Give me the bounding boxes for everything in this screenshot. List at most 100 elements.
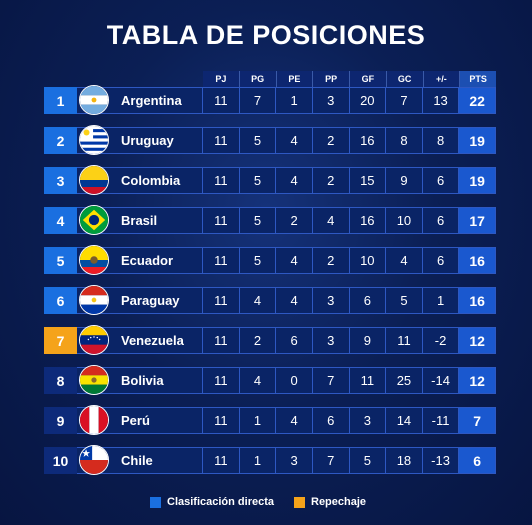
paraguay-flag-icon <box>79 285 109 315</box>
stat-pg: 5 <box>238 248 276 273</box>
column-header-pts: PTS <box>459 71 496 87</box>
team-cell: Paraguay <box>77 285 203 315</box>
team-cell: Bolivia <box>77 365 203 395</box>
stat-gc: 5 <box>385 288 422 313</box>
standings-table: 1 Argentina 11 7 1 3 20 7 13 22 2 Uruguay 11 5 4 2 16 8 8 1… <box>44 85 496 475</box>
stat-pg: 5 <box>238 128 276 153</box>
stat-gc: 25 <box>385 368 422 393</box>
team-cell: Uruguay <box>77 125 203 155</box>
table-row: 6 Paraguay 11 4 4 3 6 5 1 16 <box>44 285 496 315</box>
stat-gc: 11 <box>385 328 422 353</box>
stat-pg: 5 <box>238 208 276 233</box>
stat-gf: 10 <box>348 248 386 273</box>
stat-pe: 4 <box>275 128 312 153</box>
stat-pts: 7 <box>458 408 495 433</box>
stat-pj: 11 <box>214 253 228 268</box>
stat-pts: 12 <box>458 328 495 353</box>
stats-cells: 11 5 4 2 16 8 8 19 <box>203 127 496 154</box>
stat-gc: 8 <box>385 128 422 153</box>
legend-label-repechaje: Repechaje <box>311 496 367 508</box>
stat-pj: 11 <box>214 93 228 108</box>
stat-diff: 1 <box>421 288 459 313</box>
position-badge: 10 <box>44 447 77 474</box>
stat-diff: 6 <box>421 168 459 193</box>
bolivia-flag-icon <box>79 365 109 395</box>
stat-pe: 3 <box>275 448 312 473</box>
team-name: Chile <box>121 453 153 468</box>
position-badge: 8 <box>44 367 77 394</box>
stat-pj: 11 <box>214 293 228 308</box>
stat-diff: 13 <box>421 88 459 113</box>
stats-cells: 11 5 2 4 16 10 6 17 <box>203 207 496 234</box>
stat-pj: 11 <box>214 333 228 348</box>
stat-pj: 11 <box>214 133 228 148</box>
stat-gf: 11 <box>348 368 386 393</box>
legend-swatch-repechaje <box>294 496 305 508</box>
team-cell: Colombia <box>77 165 203 195</box>
table-row: 7 Venezuela 11 2 6 3 9 11 -2 12 <box>44 325 496 355</box>
team-name: Bolivia <box>121 373 164 388</box>
table-row: 2 Uruguay 11 5 4 2 16 8 8 19 <box>44 125 496 155</box>
stat-pe: 4 <box>275 248 312 273</box>
team-cell: Argentina <box>77 85 203 115</box>
stat-diff: -11 <box>421 408 459 433</box>
stat-gf: 20 <box>348 88 386 113</box>
team-cell: Brasil <box>77 205 203 235</box>
stat-pg: 4 <box>238 288 276 313</box>
stat-diff: -14 <box>421 368 459 393</box>
column-header-pj: PJ <box>215 74 227 84</box>
column-header-pe: PE <box>275 71 313 87</box>
table-row: 4 Brasil 11 5 2 4 16 10 6 17 <box>44 205 496 235</box>
stat-pe: 6 <box>275 328 312 353</box>
legend: Clasificación directa Repechaje <box>150 496 366 508</box>
colombia-flag-icon <box>79 165 109 195</box>
stat-diff: 6 <box>421 208 459 233</box>
stat-pts: 22 <box>458 88 495 113</box>
stat-pts: 19 <box>458 128 495 153</box>
team-name: Venezuela <box>121 333 184 348</box>
stat-gc: 18 <box>385 448 422 473</box>
table-row: 5 Ecuador 11 5 4 2 10 4 6 16 <box>44 245 496 275</box>
peru-flag-icon <box>79 405 109 435</box>
stat-gc: 9 <box>385 168 422 193</box>
stat-pg: 4 <box>238 368 276 393</box>
brasil-flag-icon <box>79 205 109 235</box>
position-badge: 7 <box>44 327 77 354</box>
team-name: Paraguay <box>121 293 180 308</box>
column-header-diff: +/- <box>422 71 460 87</box>
stat-diff: 6 <box>421 248 459 273</box>
stat-pp: 2 <box>311 168 349 193</box>
stat-pp: 7 <box>311 448 349 473</box>
stat-pj: 11 <box>214 453 228 468</box>
stats-cells: 11 4 0 7 11 25 -14 12 <box>203 367 496 394</box>
column-header-gc: GC <box>385 71 423 87</box>
column-header-pp: PP <box>312 71 349 87</box>
position-badge: 9 <box>44 407 77 434</box>
stat-gf: 15 <box>348 168 386 193</box>
stat-pts: 12 <box>458 368 495 393</box>
stats-cells: 11 5 4 2 10 4 6 16 <box>203 247 496 274</box>
stat-pp: 3 <box>311 288 349 313</box>
stat-gf: 6 <box>348 288 386 313</box>
stat-gf: 16 <box>348 208 386 233</box>
venezuela-flag-icon <box>79 325 109 355</box>
stat-pts: 16 <box>458 288 495 313</box>
table-row: 1 Argentina 11 7 1 3 20 7 13 22 <box>44 85 496 115</box>
team-name: Argentina <box>121 93 182 108</box>
ecuador-flag-icon <box>79 245 109 275</box>
stat-gf: 3 <box>348 408 386 433</box>
stat-pe: 4 <box>275 288 312 313</box>
stat-gc: 14 <box>385 408 422 433</box>
position-badge: 5 <box>44 247 77 274</box>
stat-gc: 7 <box>385 88 422 113</box>
uruguay-flag-icon <box>79 125 109 155</box>
column-header-pg: PG <box>238 71 276 87</box>
legend-swatch-direct <box>150 496 161 508</box>
stat-pj: 11 <box>214 173 228 188</box>
stat-pg: 7 <box>238 88 276 113</box>
table-row: 3 Colombia 11 5 4 2 15 9 6 19 <box>44 165 496 195</box>
stat-diff: -2 <box>421 328 459 353</box>
team-name: Colombia <box>121 173 181 188</box>
stat-pp: 3 <box>311 328 349 353</box>
stat-pe: 0 <box>275 368 312 393</box>
